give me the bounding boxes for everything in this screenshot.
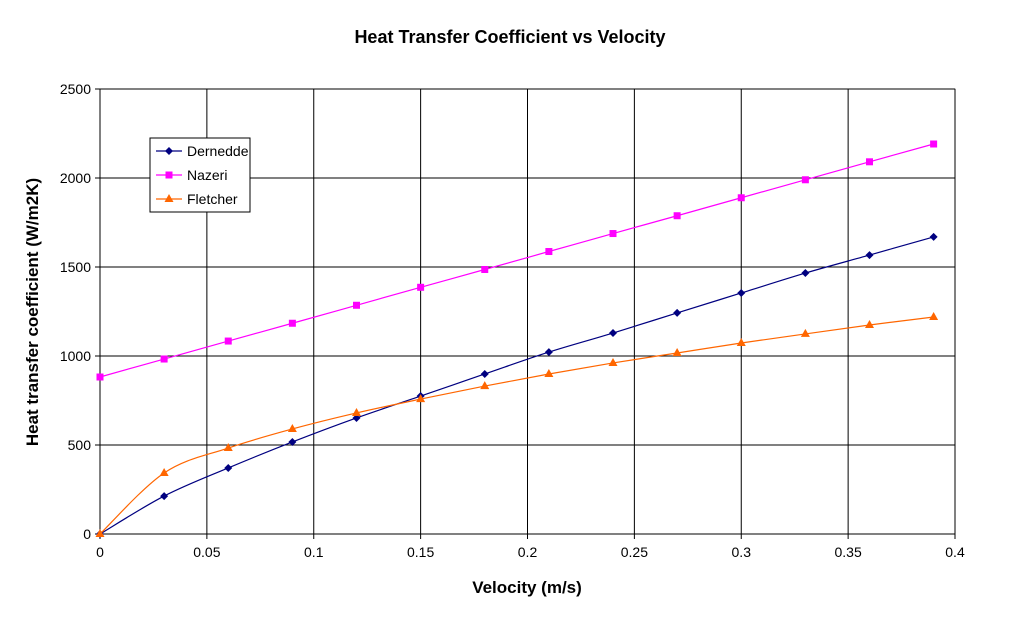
x-tick-label: 0.2 — [518, 544, 538, 560]
y-tick-label: 2000 — [60, 170, 91, 186]
x-tick-label: 0.25 — [621, 544, 648, 560]
data-point-fletcher — [416, 394, 426, 403]
x-tick-label: 0.3 — [732, 544, 752, 560]
data-point-dernedde — [673, 308, 682, 317]
x-tick-label: 0.05 — [193, 544, 220, 560]
series-line-nazeri — [99, 143, 934, 378]
y-tick-label: 1000 — [60, 348, 91, 364]
y-tick-label: 500 — [68, 437, 92, 453]
data-point-fletcher — [929, 312, 939, 321]
data-point-nazeri — [737, 194, 745, 202]
data-point-nazeri — [288, 319, 296, 327]
data-point-dernedde — [865, 251, 874, 260]
data-point-fletcher — [608, 357, 618, 366]
data-point-nazeri — [417, 283, 425, 291]
data-point-dernedde — [224, 463, 233, 472]
y-axis-label: Heat transfer coefficient (W/m2K) — [23, 178, 42, 446]
y-tick-label: 1500 — [60, 259, 91, 275]
data-point-nazeri — [866, 158, 873, 166]
legend-label-dernedde: Dernedde — [187, 143, 249, 159]
x-tick-label: 0.1 — [304, 544, 324, 560]
data-point-fletcher — [352, 407, 361, 416]
x-tick-label: 0 — [96, 544, 104, 560]
x-tick-label: 0.15 — [407, 544, 434, 560]
data-point-nazeri — [801, 176, 809, 184]
legend: Dernedde Nazeri Fletcher — [149, 137, 251, 213]
y-tick-label: 0 — [83, 526, 91, 542]
data-point-dernedde — [544, 348, 553, 357]
data-point-fletcher — [159, 467, 169, 476]
y-tick-label: 2500 — [60, 81, 91, 97]
x-tick-label: 0.35 — [835, 544, 862, 560]
x-axis-label: Velocity (m/s) — [472, 578, 582, 597]
legend-label-fletcher: Fletcher — [187, 191, 238, 207]
x-tick-label: 0.4 — [945, 544, 965, 560]
data-point-nazeri — [481, 265, 489, 273]
data-point-nazeri — [609, 230, 617, 238]
data-point-dernedde — [480, 369, 489, 378]
data-point-fletcher — [736, 338, 746, 347]
data-point-fletcher — [672, 347, 682, 356]
data-point-fletcher — [287, 423, 297, 432]
legend-marker-dernedde — [165, 147, 173, 155]
data-point-nazeri — [224, 337, 232, 345]
data-point-nazeri — [545, 248, 553, 256]
series-nazeri — [96, 140, 938, 381]
data-point-nazeri — [673, 212, 681, 220]
data-point-fletcher — [800, 328, 810, 337]
data-point-fletcher — [865, 320, 874, 329]
series-line-dernedde — [99, 236, 934, 535]
data-point-dernedde — [737, 288, 746, 297]
data-point-nazeri — [353, 301, 360, 309]
data-point-fletcher — [480, 381, 490, 390]
data-point-nazeri — [930, 140, 938, 148]
chart-title: Heat Transfer Coefficient vs Velocity — [354, 27, 665, 47]
data-point-fletcher — [95, 529, 105, 537]
legend-marker-nazeri — [165, 171, 173, 179]
legend-marker-fletcher — [164, 194, 174, 202]
data-point-dernedde — [801, 269, 810, 278]
data-point-dernedde — [288, 437, 297, 446]
legend-label-nazeri: Nazeri — [187, 167, 227, 183]
data-point-nazeri — [96, 373, 104, 381]
data-point-dernedde — [609, 329, 617, 338]
data-point-dernedde — [160, 492, 169, 501]
data-point-nazeri — [160, 355, 168, 363]
data-point-dernedde — [929, 232, 938, 241]
data-point-fletcher — [223, 443, 233, 452]
series-fletcher — [95, 312, 939, 537]
data-point-fletcher — [544, 368, 554, 377]
